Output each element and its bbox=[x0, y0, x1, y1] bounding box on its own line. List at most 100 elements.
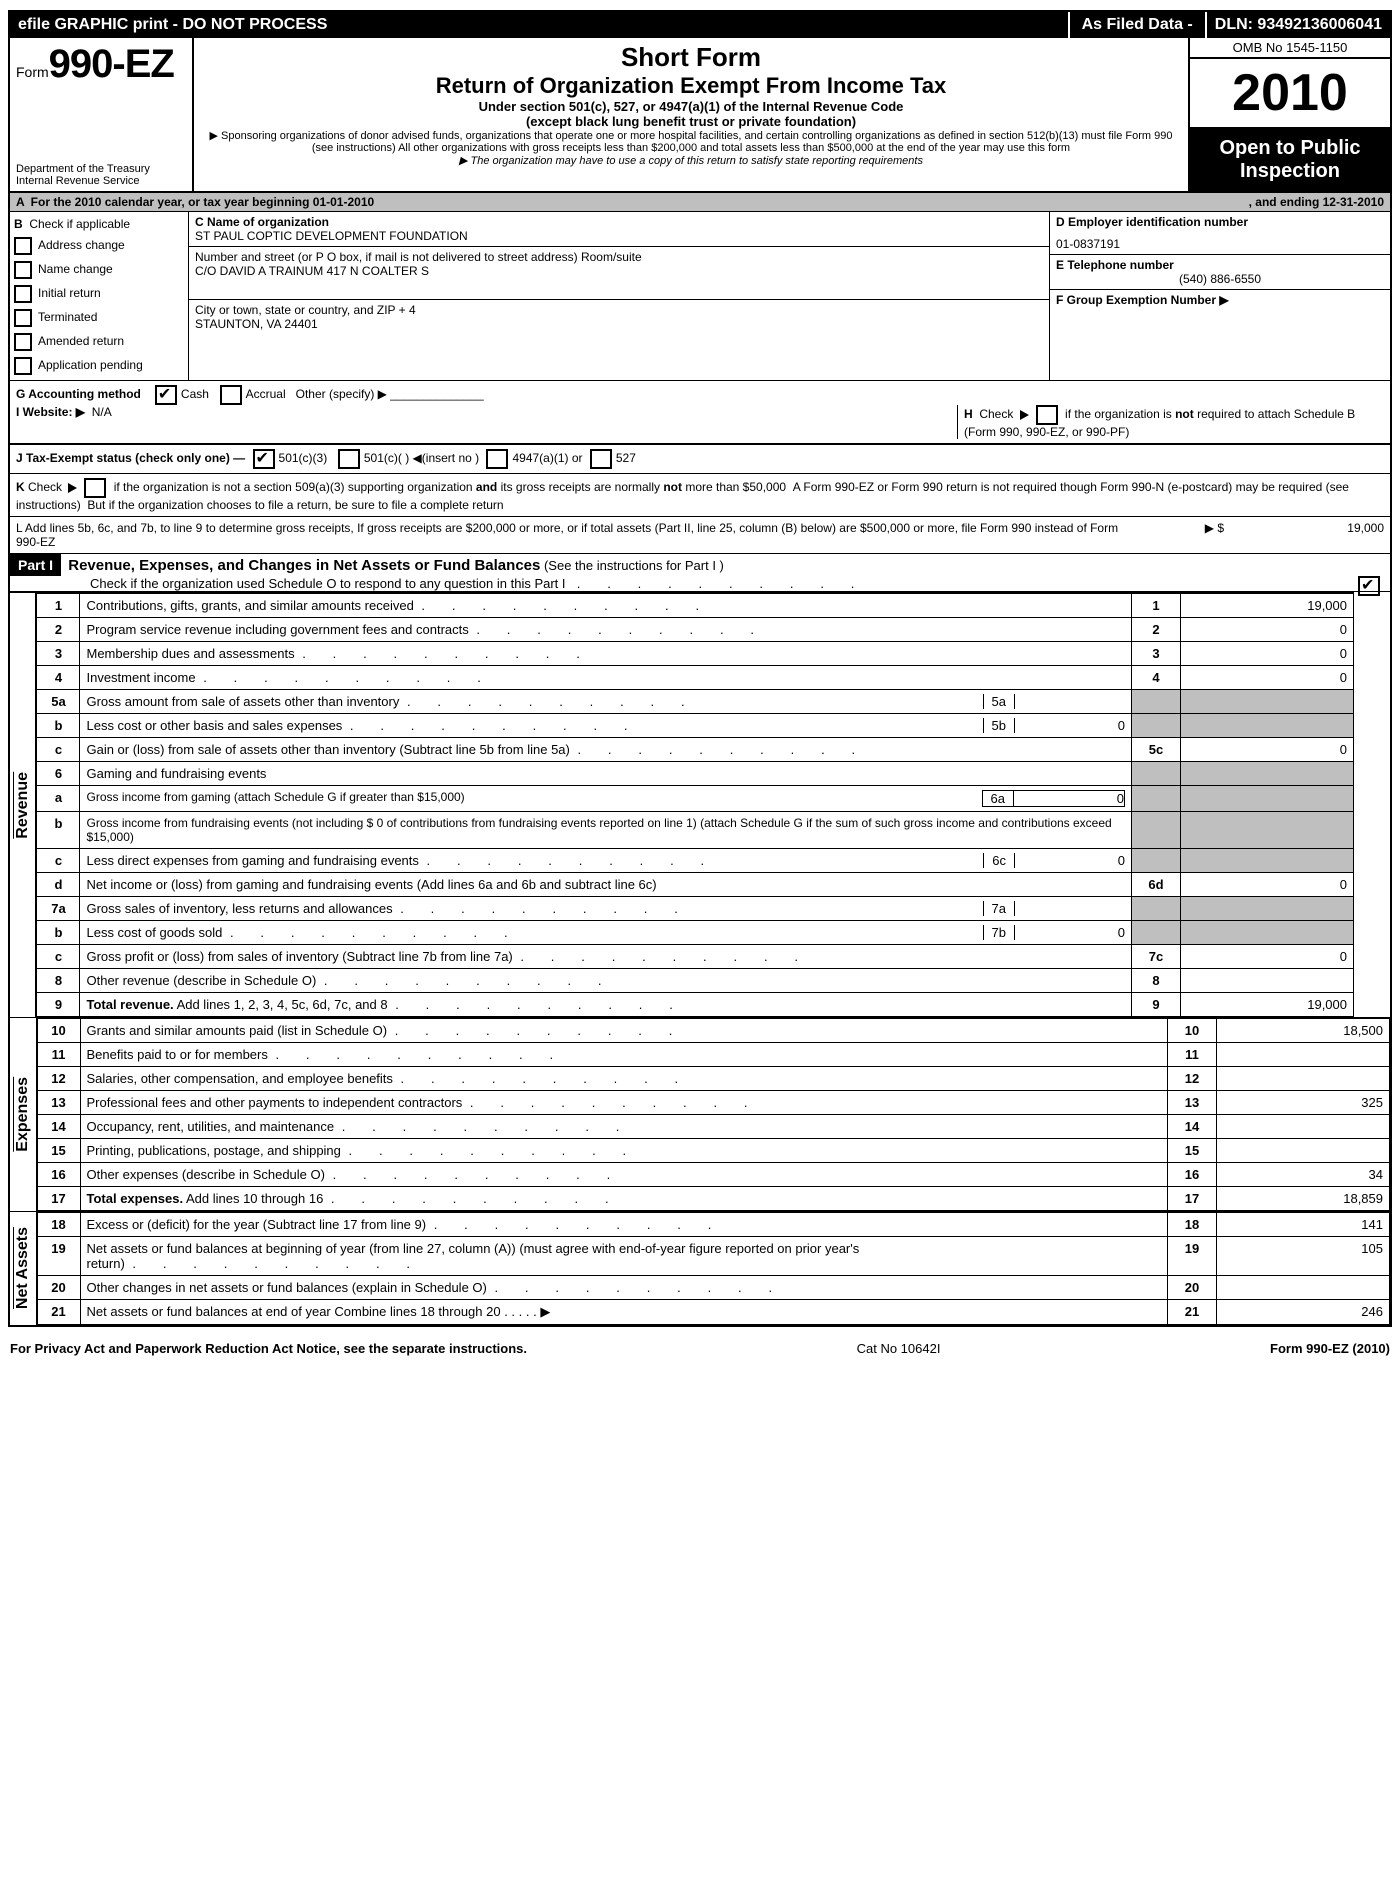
mini-7b: 7b bbox=[983, 925, 1015, 940]
grey-6 bbox=[1132, 762, 1181, 786]
minival-7b: 0 bbox=[1015, 925, 1125, 940]
grey-7b bbox=[1132, 921, 1181, 945]
city-label: City or town, state or country, and ZIP … bbox=[195, 303, 1043, 317]
line-val-10: 18,500 bbox=[1217, 1019, 1390, 1043]
dln-label: DLN: 93492136006041 bbox=[1207, 12, 1390, 38]
form-page: efile GRAPHIC print - DO NOT PROCESS As … bbox=[8, 10, 1392, 1327]
line-val-17: 18,859 bbox=[1217, 1187, 1390, 1211]
mini-5b: 5b bbox=[983, 718, 1015, 733]
line-text-13: Professional fees and other payments to … bbox=[80, 1091, 1168, 1115]
checkbox-cash[interactable] bbox=[155, 385, 177, 405]
line-text-8: Other revenue (describe in Schedule O) bbox=[80, 969, 1132, 993]
line-side-17: 17 bbox=[1168, 1187, 1217, 1211]
line-num-6b: b bbox=[37, 812, 80, 849]
line-text-14: Occupancy, rent, utilities, and maintena… bbox=[80, 1115, 1168, 1139]
line-text-7b: Less cost of goods sold bbox=[86, 925, 982, 940]
line-num-10: 10 bbox=[37, 1019, 80, 1043]
short-form-title: Short Form bbox=[202, 42, 1180, 73]
j1-label: 501(c)(3) bbox=[279, 451, 328, 465]
website-value: N/A bbox=[92, 405, 112, 419]
org-name: ST PAUL COPTIC DEVELOPMENT FOUNDATION bbox=[195, 229, 1043, 243]
line-num-14: 14 bbox=[37, 1115, 80, 1139]
checkbox-schedule-o[interactable] bbox=[1358, 576, 1380, 596]
mini-6c: 6c bbox=[983, 853, 1015, 868]
line-side-21: 21 bbox=[1168, 1300, 1217, 1325]
form-990ez: 990-EZ bbox=[49, 42, 174, 86]
checkbox-pending[interactable] bbox=[14, 357, 32, 375]
line-num-5a: 5a bbox=[37, 690, 80, 714]
grey-5a bbox=[1132, 690, 1181, 714]
line-num-13: 13 bbox=[37, 1091, 80, 1115]
line-side-9: 9 bbox=[1132, 993, 1181, 1017]
line-text-19: Net assets or fund balances at beginning… bbox=[80, 1237, 1168, 1276]
line-side-18: 18 bbox=[1168, 1213, 1217, 1237]
sponsor-note: ▶ Sponsoring organizations of donor advi… bbox=[202, 129, 1180, 154]
part1-note: (See the instructions for Part I ) bbox=[544, 558, 724, 573]
checkbox-terminated[interactable] bbox=[14, 309, 32, 327]
checkbox-501c3[interactable] bbox=[253, 449, 275, 469]
line-text-6d: Net income or (loss) from gaming and fun… bbox=[80, 873, 1132, 897]
line-text-6a: Gross income from gaming (attach Schedul… bbox=[86, 790, 981, 807]
line-val-16: 34 bbox=[1217, 1163, 1390, 1187]
line-val-14 bbox=[1217, 1115, 1390, 1139]
grey-6a bbox=[1132, 786, 1181, 812]
checkbox-k[interactable] bbox=[84, 478, 106, 498]
line-text-5c: Gain or (loss) from sale of assets other… bbox=[80, 738, 1132, 762]
line-val-13: 325 bbox=[1217, 1091, 1390, 1115]
checkbox-527[interactable] bbox=[590, 449, 612, 469]
expenses-table: 10Grants and similar amounts paid (list … bbox=[37, 1018, 1391, 1211]
line-side-8: 8 bbox=[1132, 969, 1181, 993]
checkbox-address-change[interactable] bbox=[14, 237, 32, 255]
line-side-14: 14 bbox=[1168, 1115, 1217, 1139]
checkbox-4947[interactable] bbox=[486, 449, 508, 469]
line-val-19: 105 bbox=[1217, 1237, 1390, 1276]
line-side-2: 2 bbox=[1132, 618, 1181, 642]
cb-label-1: Name change bbox=[38, 262, 113, 276]
f-label: F Group Exemption Number ▶ bbox=[1056, 293, 1384, 307]
line-text-10: Grants and similar amounts paid (list in… bbox=[80, 1019, 1168, 1043]
tax-year: 2010 bbox=[1190, 59, 1390, 129]
line-text-7c: Gross profit or (loss) from sales of inv… bbox=[80, 945, 1132, 969]
checkbox-initial-return[interactable] bbox=[14, 285, 32, 303]
line-text-21: Net assets or fund balances at end of ye… bbox=[80, 1300, 1168, 1325]
line-side-10: 10 bbox=[1168, 1019, 1217, 1043]
line-text-16: Other expenses (describe in Schedule O) bbox=[80, 1163, 1168, 1187]
line-text-6: Gaming and fundraising events bbox=[80, 762, 1132, 786]
line-val-15 bbox=[1217, 1139, 1390, 1163]
line-val-3: 0 bbox=[1181, 642, 1354, 666]
line-side-11: 11 bbox=[1168, 1043, 1217, 1067]
line-num-19: 19 bbox=[37, 1237, 80, 1276]
grey-5b bbox=[1132, 714, 1181, 738]
cb-label-4: Amended return bbox=[38, 334, 124, 348]
mini-6a: 6a bbox=[982, 790, 1014, 807]
irs-label: Internal Revenue Service bbox=[16, 175, 186, 187]
line-text-7a: Gross sales of inventory, less returns a… bbox=[86, 901, 982, 916]
line-text-18: Excess or (deficit) for the year (Subtra… bbox=[80, 1213, 1168, 1237]
address-block: B Check if applicable Address change Nam… bbox=[10, 212, 1390, 381]
cb-label-0: Address change bbox=[38, 238, 125, 252]
line-num-15: 15 bbox=[37, 1139, 80, 1163]
grey-6c bbox=[1132, 849, 1181, 873]
cb-label-5: Application pending bbox=[38, 358, 143, 372]
other-label: Other (specify) ▶ bbox=[296, 387, 387, 401]
checkbox-name-change[interactable] bbox=[14, 261, 32, 279]
line-side-19: 19 bbox=[1168, 1237, 1217, 1276]
minival-5a bbox=[1015, 694, 1125, 709]
checkbox-accrual[interactable] bbox=[220, 385, 242, 405]
e-label: E Telephone number bbox=[1056, 258, 1384, 272]
checkbox-amended[interactable] bbox=[14, 333, 32, 351]
line-side-1: 1 bbox=[1132, 594, 1181, 618]
greyval-7b bbox=[1181, 921, 1354, 945]
minival-5b: 0 bbox=[1015, 718, 1125, 733]
line-num-4: 4 bbox=[37, 666, 80, 690]
line-text-6c: Less direct expenses from gaming and fun… bbox=[86, 853, 983, 868]
triangle-icon bbox=[1020, 410, 1029, 420]
checkbox-501c[interactable] bbox=[338, 449, 360, 469]
line-text-12: Salaries, other compensation, and employ… bbox=[80, 1067, 1168, 1091]
line-num-3: 3 bbox=[37, 642, 80, 666]
line-num-7b: b bbox=[37, 921, 80, 945]
checkbox-h[interactable] bbox=[1036, 405, 1058, 425]
header: Form990-EZ Department of the Treasury In… bbox=[10, 38, 1390, 193]
netassets-table: 18Excess or (deficit) for the year (Subt… bbox=[37, 1212, 1391, 1325]
line-side-6d: 6d bbox=[1132, 873, 1181, 897]
